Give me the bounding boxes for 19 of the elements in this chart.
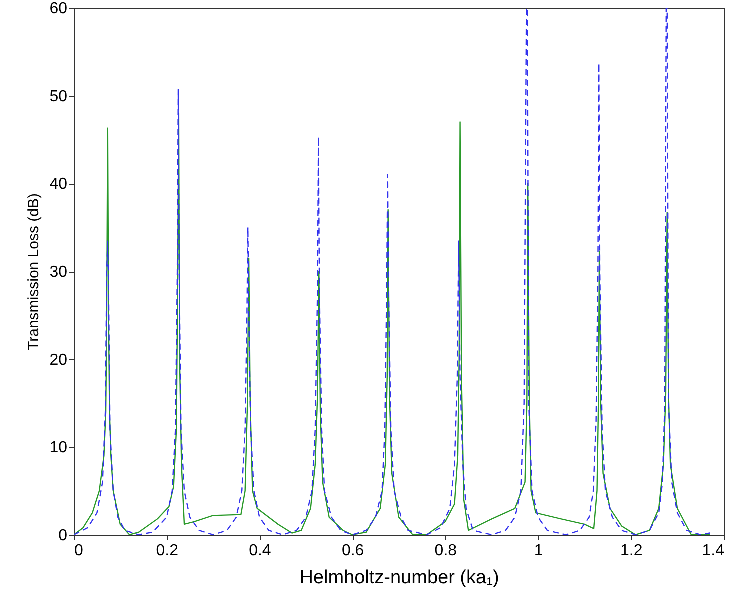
y-axis-title: Transmission Loss (dB) [26,194,43,350]
y-tick-label: 40 [50,176,68,194]
y-tick-label: 10 [50,440,68,457]
x-tick-label: 1 [534,542,544,560]
x-tick-label: 1.2 [620,542,643,560]
line-series [74,8,711,535]
x-tick-label: 0 [74,542,84,560]
x-axis-title: Helmholtz-number (ka₁) [300,568,500,588]
x-tick-label: 0.4 [249,542,272,560]
y-tick-label: 0 [58,528,68,544]
x-tick-label: 1.4 [702,542,725,560]
x-tick-label: 0.6 [342,542,364,560]
y-tick-label: 50 [50,88,68,106]
y-tick-label: 30 [50,264,68,281]
line-series [74,112,711,535]
y-tick-label: 60 [50,0,68,18]
x-tick-label: 0.2 [156,542,179,560]
y-tick-label: 20 [50,352,68,369]
x-tick-label: 0.8 [434,542,458,560]
